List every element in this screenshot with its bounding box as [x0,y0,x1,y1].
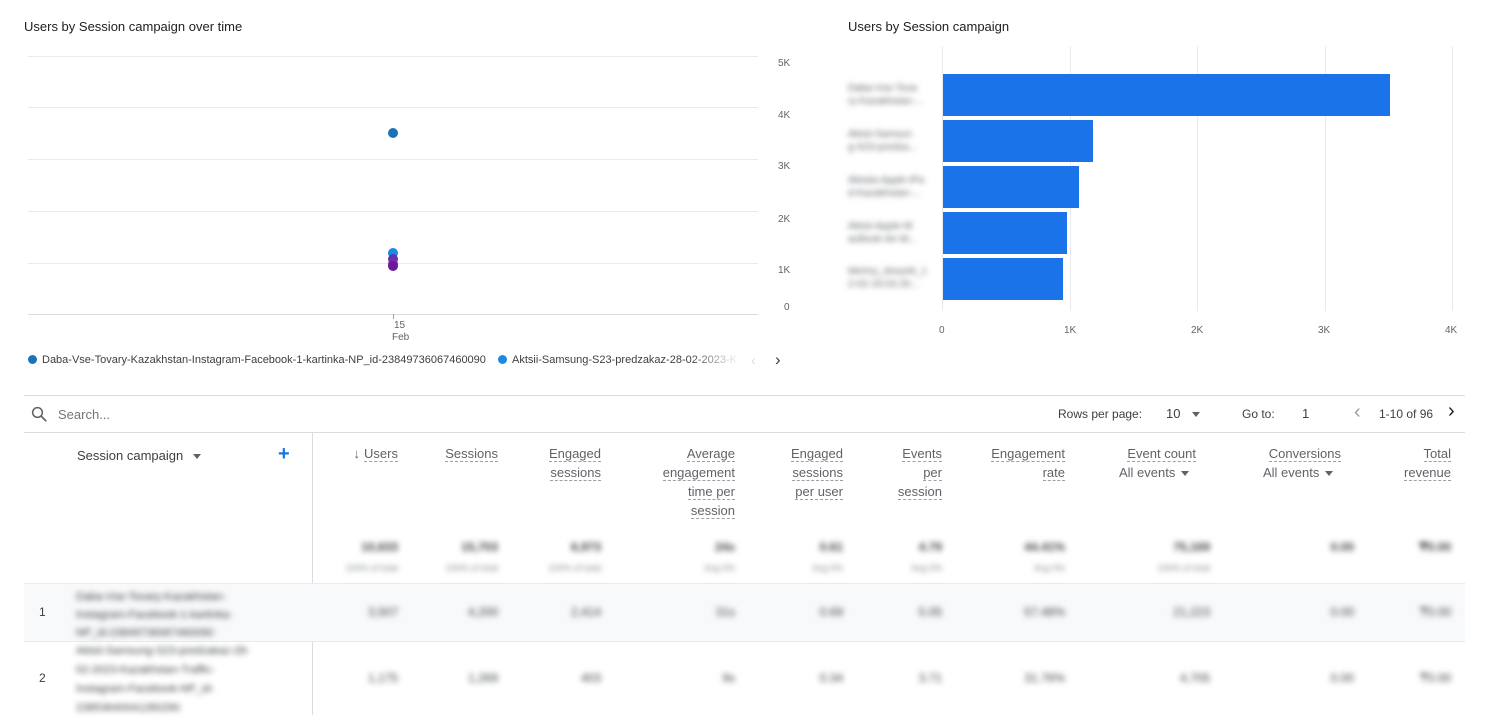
goto-label: Go to: [1242,407,1275,421]
column-header-event-count[interactable]: Event count [1127,446,1196,462]
caret-down-icon [1181,471,1190,477]
x-tick-label: 0 [939,325,945,336]
dimension-header-label: Session campaign [77,448,184,463]
dimension-header[interactable]: Session campaign [77,448,202,463]
sort-down-arrow-icon: ↓ [353,446,361,461]
gridline [28,56,758,57]
y-tick-label: 3K [778,161,791,172]
bar[interactable] [943,74,1391,116]
column-header-total-revenue[interactable]: Total revenue [1404,446,1451,481]
legend-prev-chevron-icon[interactable]: ‹ [751,352,756,368]
line-data-point[interactable] [388,254,398,265]
legend-swatch-icon [28,355,37,364]
table-top-divider [24,432,1465,433]
row-index: 1 [39,605,46,619]
y-tick-label: 2K [778,214,791,225]
rows-per-page-label: Rows per page: [1058,407,1143,421]
column-header-events-per-session[interactable]: Events per session [897,446,942,500]
bar-gridline [942,46,943,311]
event-count-filter-label: All events [1119,465,1176,480]
search-icon[interactable] [30,405,48,423]
legend-label: Daba-Vse-Tovary-Kazakhstan-Instagram-Fac… [42,354,486,366]
line-legend: Daba-Vse-Tovary-Kazakhstan-Instagram-Fac… [28,354,740,370]
gridline [28,159,758,160]
legend-item[interactable]: Daba-Vse-Tovary-Kazakhstan-Instagram-Fac… [28,354,486,366]
caret-down-icon [1325,471,1334,477]
prev-page-chevron-icon[interactable]: ‹ [1354,401,1361,423]
line-data-point[interactable] [388,261,398,271]
bar-category-label: Aktsii-Samsun g-S23-predza... [848,129,917,153]
x-tick-label: 2K [1191,325,1204,336]
gridline [28,107,758,108]
x-tick-label: 1K [1064,325,1077,336]
x-tick-mark [393,314,394,319]
toolbar-divider [24,395,1465,396]
column-header-engaged-sessions-per-user[interactable]: Engaged sessions per user [790,446,843,500]
column-header-conversions[interactable]: Conversions [1268,446,1341,462]
add-dimension-plus-icon[interactable]: + [278,443,290,465]
y-tick-label: 0 [784,302,790,313]
bar[interactable] [943,166,1080,208]
rows-per-page-select[interactable]: 10 [1166,406,1201,421]
y-tick-label: 4K [778,110,791,121]
conversions-filter[interactable]: All events [1263,465,1334,480]
line-chart: 5K 4K 3K 2K 1K 0 15 Feb [0,0,800,390]
bar-gridline [1325,46,1326,311]
x-tick-label-month: Feb [392,332,410,343]
row-index: 2 [39,671,46,685]
search-input[interactable] [52,405,358,423]
row-campaign-name[interactable]: Daba-Vse-Tovary-Kazakhstan- Instagram-Fac… [76,591,233,639]
conversions-filter-label: All events [1263,465,1320,480]
bar-category-label: Aktsiia-Apple-iPa d-Kazakhstan-... [848,175,925,199]
bar-category-label: Daba-Vse-Tova ry-Kazakhstan-... [848,83,924,107]
line-chart-title: Users by Session campaign over time [24,19,243,34]
line-data-point[interactable] [388,128,398,139]
table-row[interactable]: 1 Daba-Vse-Tovary-Kazakhstan- Instagram-F… [24,583,1465,642]
column-header-sessions[interactable]: Sessions [445,446,498,462]
bar[interactable] [943,120,1093,162]
legend-item[interactable]: Aktsii-Samsung-S23-predzakaz-28-02-2023-… [497,354,737,366]
bar[interactable] [943,212,1067,254]
caret-down-icon [1192,412,1201,418]
legend-next-chevron-icon[interactable]: › [775,350,781,369]
bar-category-label: Aktsii-Apple-M acBook-Air-M... [848,221,917,245]
event-count-filter[interactable]: All events [1119,465,1190,480]
legend-swatch-icon [497,355,507,364]
table-row[interactable]: 2 Aktsii-Samsung-S23-predzakaz-28- 02-202… [24,641,1465,716]
column-header-engaged-sessions[interactable]: Engaged sessions [548,446,601,481]
x-tick-label-day: 15 [394,320,406,331]
bar-gridline [1197,46,1198,311]
x-tick-label: 4K [1445,325,1458,336]
gridline [28,211,758,212]
column-header-engagement-rate[interactable]: Engagement rate [991,446,1065,481]
next-page-chevron-icon[interactable]: › [1448,400,1455,422]
bar[interactable] [943,258,1063,300]
bar-category-label: Mertvy_dosyeb_1 2-02-19.03.20... [848,266,927,290]
legend-label: Aktsii-Samsung-S23-predzakaz-28-02-2023-… [511,354,737,366]
dimension-column-divider [312,433,313,715]
bar-chart-title: Users by Session campaign [848,19,1010,34]
y-tick-label: 1K [778,265,791,276]
column-header-users[interactable]: ↓ Users [353,446,398,462]
y-tick-label: 5K [778,58,791,69]
x-tick-label: 3K [1318,325,1331,336]
bar-chart: 0 1K 2K 3K 4K Daba-Vse-Tova ry-Kazakhstan… [848,46,1458,336]
caret-down-icon [193,454,202,460]
line-data-point[interactable] [388,248,398,259]
pagination-text: 1-10 of 96 [1379,407,1434,421]
column-header-average-engagement-time[interactable]: Average engagement time per session [662,446,735,519]
row-campaign-name[interactable]: Aktsii-Samsung-S23-predzakaz-28- 02-2023-… [76,645,250,714]
bar-gridline [1452,46,1453,311]
rows-per-page-value: 10 [1166,406,1181,421]
goto-input[interactable]: 1 [1302,406,1310,421]
legend-fade [690,352,740,370]
